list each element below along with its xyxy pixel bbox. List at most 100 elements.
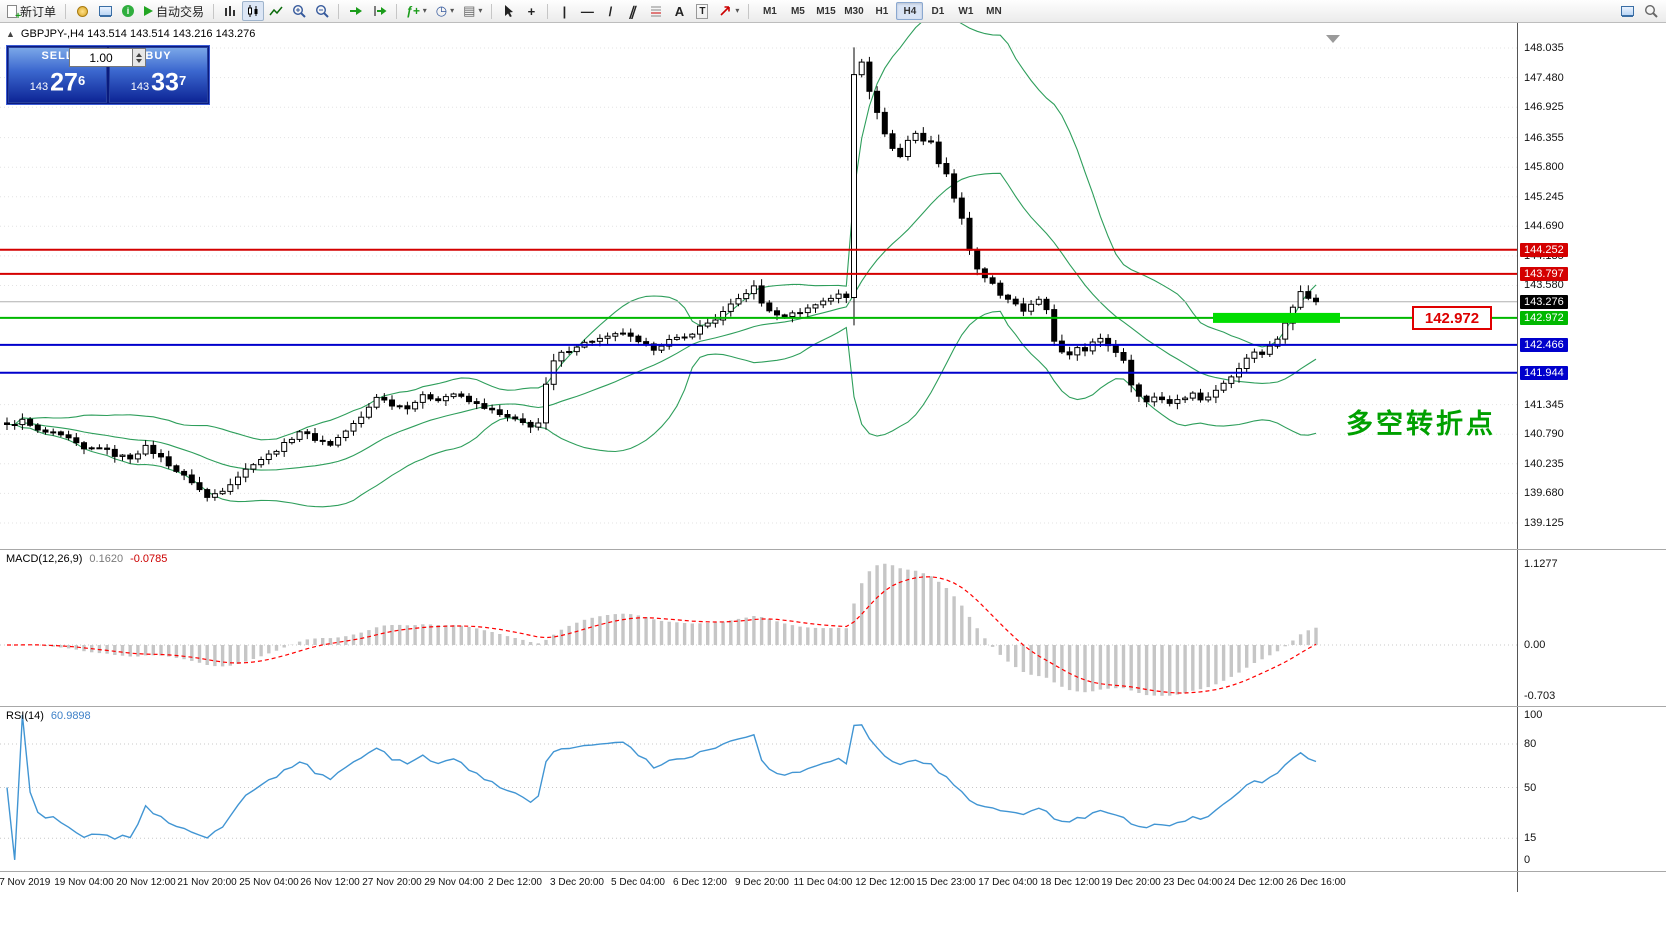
macd-panel: MACD(12,26,9) 0.1620 -0.0785 1.1277 0.00 -… bbox=[0, 550, 1666, 706]
new-window-button[interactable] bbox=[1616, 1, 1638, 21]
rsi-price-axis[interactable]: 100 80 50 15 0 bbox=[1518, 707, 1666, 871]
price-tick: 148.035 bbox=[1524, 42, 1564, 54]
crosshair-button[interactable]: + bbox=[520, 1, 542, 21]
timeframe-w1[interactable]: W1 bbox=[952, 2, 979, 20]
timeframe-mn[interactable]: MN bbox=[980, 2, 1007, 20]
time-label: 17 Dec 04:00 bbox=[978, 877, 1038, 888]
cursor-button[interactable] bbox=[497, 1, 519, 21]
search-button[interactable] bbox=[1640, 1, 1662, 21]
zoom-out-button[interactable] bbox=[311, 1, 333, 21]
zone-price-flag[interactable]: 142.972 bbox=[1412, 306, 1492, 330]
macd-axis-tick: -0.703 bbox=[1524, 690, 1556, 702]
zoom-in-icon bbox=[293, 4, 306, 18]
candlestick-series[interactable] bbox=[4, 47, 1319, 502]
timeframe-h4[interactable]: H4 bbox=[896, 2, 924, 20]
coin-button[interactable] bbox=[71, 1, 93, 21]
chart-area[interactable]: ▲ GBPJPY-,H4 143.514 143.514 143.216 143… bbox=[0, 23, 1517, 549]
buy-label: BUY bbox=[145, 50, 172, 62]
label-tool-button[interactable]: T bbox=[691, 1, 713, 21]
time-label: 27 Nov 20:00 bbox=[362, 877, 422, 888]
zoom-in-button[interactable] bbox=[288, 1, 310, 21]
panel-separator[interactable] bbox=[0, 871, 1666, 872]
timeframe-m15[interactable]: M15 bbox=[812, 2, 839, 20]
macd-area[interactable]: MACD(12,26,9) 0.1620 -0.0785 bbox=[0, 550, 1517, 706]
chart-shift-marker[interactable] bbox=[1326, 35, 1340, 43]
arrows-tool-button[interactable]: ▾ bbox=[714, 1, 743, 21]
panel-separator[interactable] bbox=[0, 549, 1666, 550]
horizontal-line-button[interactable]: — bbox=[576, 1, 598, 21]
time-label: 24 Dec 12:00 bbox=[1224, 877, 1284, 888]
new-order-label: 新订单 bbox=[20, 4, 57, 19]
level-price-label: 142.466 bbox=[1520, 338, 1568, 352]
monitor-icon bbox=[98, 6, 112, 16]
bollinger-middle-band[interactable] bbox=[7, 172, 1317, 471]
time-label: 17 Nov 2019 bbox=[0, 877, 51, 888]
time-label: 21 Nov 20:00 bbox=[177, 877, 237, 888]
auto-scroll-button[interactable] bbox=[344, 1, 367, 21]
bollinger-upper-band[interactable] bbox=[7, 23, 1317, 441]
time-label: 11 Dec 04:00 bbox=[793, 877, 853, 888]
rsi-value: 60.9898 bbox=[50, 710, 91, 722]
candlestick-chart[interactable] bbox=[0, 23, 1517, 549]
timeframe-m1[interactable]: M1 bbox=[756, 2, 783, 20]
new-order-button[interactable]: 新订单 bbox=[3, 1, 60, 22]
volume-spinner[interactable] bbox=[133, 48, 146, 67]
indicators-button[interactable]: ƒ+ ▾ bbox=[402, 1, 431, 21]
macd-price-axis[interactable]: 1.1277 0.00 -0.703 bbox=[1518, 550, 1666, 706]
channel-button[interactable]: ∥ bbox=[622, 1, 644, 21]
rsi-area[interactable]: RSI(14) 60.9898 bbox=[0, 707, 1517, 871]
time-label: 19 Dec 20:00 bbox=[1101, 877, 1161, 888]
chart-header: ▲ GBPJPY-,H4 143.514 143.514 143.216 143… bbox=[6, 28, 255, 40]
trendline-icon: / bbox=[608, 3, 613, 19]
rsi-axis-tick: 100 bbox=[1524, 709, 1543, 721]
bollinger-lower-band[interactable] bbox=[7, 310, 1317, 508]
bar-chart-button[interactable] bbox=[219, 1, 241, 21]
time-label: 25 Nov 04:00 bbox=[239, 877, 299, 888]
volume-input[interactable] bbox=[69, 48, 133, 67]
main-chart-panel: ▲ GBPJPY-,H4 143.514 143.514 143.216 143… bbox=[0, 23, 1666, 549]
periods-button[interactable]: ◷ ▾ bbox=[432, 1, 458, 21]
chart-shift-button[interactable] bbox=[368, 1, 391, 21]
candlestick-chart-button[interactable] bbox=[242, 1, 265, 21]
trendline-button[interactable]: / bbox=[599, 1, 621, 21]
chinese-annotation[interactable]: 多空转折点 bbox=[1346, 409, 1496, 439]
vertical-line-button[interactable]: | bbox=[553, 1, 575, 21]
timeframe-h1[interactable]: H1 bbox=[868, 2, 895, 20]
text-tool-button[interactable]: A bbox=[668, 1, 690, 21]
main-price-axis[interactable]: 148.035 147.480 146.925 146.355 145.800 145.2… bbox=[1518, 23, 1666, 549]
price-tick: 147.480 bbox=[1524, 72, 1564, 84]
templates-button[interactable]: ▤ ▾ bbox=[459, 1, 486, 21]
line-chart-button[interactable] bbox=[265, 1, 287, 21]
level-price-label: 143.797 bbox=[1520, 267, 1568, 281]
rsi-line bbox=[6, 714, 1317, 860]
highlight-zone[interactable] bbox=[1213, 312, 1340, 323]
auto-trading-button[interactable]: 自动交易 bbox=[140, 1, 208, 21]
spinner-up-icon[interactable] bbox=[136, 52, 142, 57]
price-tick: 141.345 bbox=[1524, 399, 1564, 411]
text-icon: A bbox=[674, 3, 685, 19]
time-label: 19 Nov 04:00 bbox=[54, 877, 114, 888]
timeframe-m30[interactable]: M30 bbox=[840, 2, 867, 20]
one-click-collapse-toggle[interactable]: ▲ bbox=[6, 29, 15, 39]
monitor-button[interactable] bbox=[94, 1, 116, 21]
auto-scroll-icon bbox=[350, 7, 363, 15]
main-toolbar: 新订单 i 自动交易 bbox=[0, 0, 1666, 23]
spinner-down-icon[interactable] bbox=[136, 58, 142, 63]
zoom-out-icon bbox=[316, 4, 329, 18]
timeframe-m5[interactable]: M5 bbox=[784, 2, 811, 20]
time-label: 12 Dec 12:00 bbox=[855, 877, 915, 888]
time-label: 3 Dec 20:00 bbox=[550, 877, 604, 888]
macd-chart[interactable] bbox=[0, 550, 1517, 706]
fibonacci-button[interactable] bbox=[645, 1, 667, 21]
label-icon: T bbox=[696, 3, 709, 19]
toolbar-separator bbox=[396, 3, 398, 19]
rsi-chart[interactable] bbox=[0, 707, 1517, 871]
rsi-axis-tick: 50 bbox=[1524, 782, 1537, 794]
info-button[interactable]: i bbox=[117, 1, 139, 21]
timeframe-d1[interactable]: D1 bbox=[924, 2, 951, 20]
level-price-label: 142.972 bbox=[1520, 311, 1568, 325]
macd-signal-line bbox=[7, 576, 1317, 694]
current-price-label: 143.276 bbox=[1520, 295, 1568, 309]
panel-separator[interactable] bbox=[0, 706, 1666, 707]
